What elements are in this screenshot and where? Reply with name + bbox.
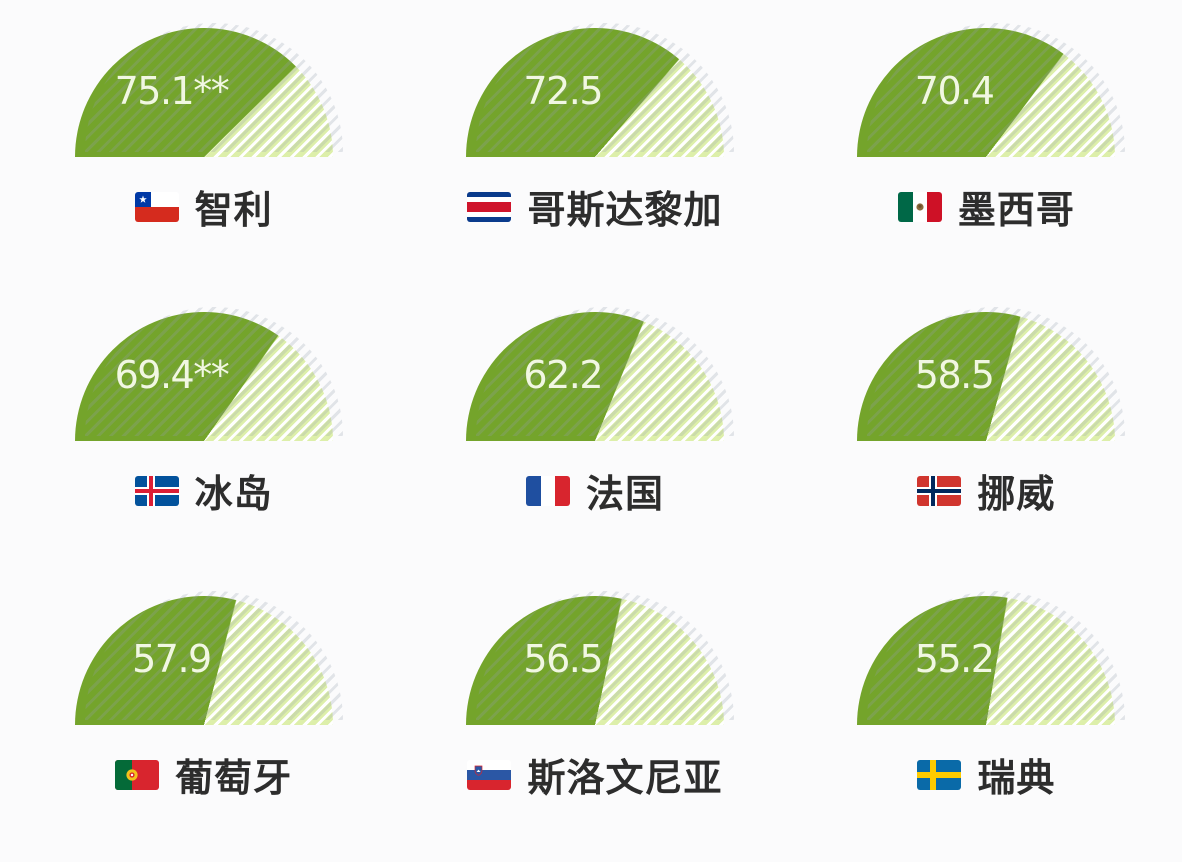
gauge-value: 56.5 <box>523 637 603 682</box>
gauge-value: 58.5 <box>914 353 995 398</box>
gauge-semicircle: 55.2 <box>857 596 1116 725</box>
country-label: 葡萄牙 <box>115 747 292 802</box>
country-label: 挪威 <box>917 463 1055 518</box>
chile-flag-icon <box>134 191 179 222</box>
country-name: 挪威 <box>977 472 1056 516</box>
mexico-flag-icon <box>897 191 942 222</box>
france-flag-icon <box>525 475 570 506</box>
gauge-semicircle: 58.5 <box>857 312 1116 441</box>
country-label: 墨西哥 <box>897 179 1075 234</box>
gauge-semicircle: 69.4** <box>74 312 333 441</box>
gauge-card-chile: 75.1** 智利 <box>8 24 399 294</box>
gauge-value: 57.9 <box>132 637 212 682</box>
gauge-semicircle: 75.1** <box>74 28 333 157</box>
gauge-grid: 75.1** 智利 72.5 <box>0 0 1182 832</box>
country-label: 瑞典 <box>917 747 1055 802</box>
country-label: 冰岛 <box>134 463 273 518</box>
gauge-value: 62.2 <box>523 353 603 398</box>
country-label: 智利 <box>134 179 273 234</box>
gauge-value: 69.4** <box>114 353 230 398</box>
sweden-flag-icon <box>917 759 962 790</box>
country-name: 冰岛 <box>194 472 273 516</box>
gauge-card-france: 62.2 法国 <box>399 308 790 578</box>
gauge-semicircle: 70.4 <box>857 28 1116 157</box>
gauge-card-sweden: 55.2 瑞典 <box>791 592 1182 862</box>
gauge-value: 72.5 <box>523 69 603 114</box>
norway-flag-icon <box>917 475 962 506</box>
gauge-card-iceland: 69.4** 冰岛 <box>8 308 399 578</box>
country-label: 法国 <box>525 463 664 518</box>
country-name: 法国 <box>585 472 664 516</box>
gauge-card-costa-rica: 72.5 哥斯达黎加 <box>399 24 790 294</box>
country-name: 哥斯达黎加 <box>527 188 723 232</box>
country-name: 瑞典 <box>977 756 1056 800</box>
country-label: 哥斯达黎加 <box>467 179 722 234</box>
gauge-card-norway: 58.5 挪威 <box>791 308 1182 578</box>
country-name: 智利 <box>194 188 273 232</box>
gauge-semicircle: 72.5 <box>465 28 724 157</box>
country-name: 葡萄牙 <box>175 756 293 800</box>
country-name: 墨西哥 <box>957 188 1075 232</box>
gauge-semicircle: 56.5 <box>465 596 724 725</box>
gauge-card-mexico: 70.4 墨西哥 <box>791 24 1182 294</box>
iceland-flag-icon <box>134 475 179 506</box>
costa-rica-flag-icon <box>467 191 512 222</box>
gauge-card-portugal: 57.9 葡萄牙 <box>8 592 399 862</box>
gauge-semicircle: 57.9 <box>74 596 333 725</box>
gauge-value: 70.4 <box>914 69 995 114</box>
country-label: 斯洛文尼亚 <box>467 747 722 802</box>
gauge-card-slovenia: 56.5 斯洛文尼亚 <box>399 592 790 862</box>
country-name: 斯洛文尼亚 <box>527 756 723 800</box>
portugal-flag-icon <box>115 759 160 790</box>
slovenia-flag-icon <box>467 759 512 790</box>
gauge-value: 55.2 <box>914 637 995 682</box>
gauge-semicircle: 62.2 <box>465 312 724 441</box>
gauge-value: 75.1** <box>114 69 230 114</box>
